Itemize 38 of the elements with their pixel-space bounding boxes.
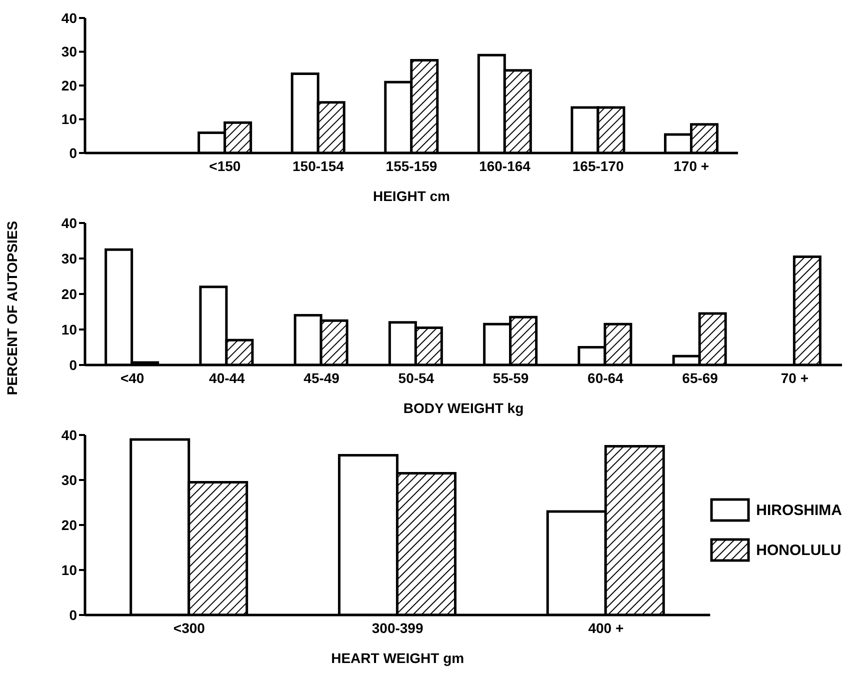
y-tick-label: 40 xyxy=(61,426,78,443)
x-tick-label: 170 + xyxy=(674,158,710,174)
y-tick-label: 10 xyxy=(61,111,78,128)
y-tick-label: 20 xyxy=(61,516,78,533)
x-tick-label: <150 xyxy=(209,158,241,174)
x-axis-title: HEART WEIGHT gm xyxy=(331,650,464,666)
y-axis-title: PERCENT OF AUTOPSIES xyxy=(4,221,20,396)
x-tick-label: 50-54 xyxy=(398,370,434,386)
y-tick-label: 20 xyxy=(61,77,78,94)
y-tick-label: 30 xyxy=(61,250,78,266)
y-tick-label: 40 xyxy=(61,10,78,26)
y-tick-label: 30 xyxy=(61,44,78,60)
x-tick-label: 55-59 xyxy=(492,370,529,386)
x-axis-title: BODY WEIGHT kg xyxy=(403,400,524,416)
y-tick-label: 0 xyxy=(69,606,78,623)
legend-label: HIROSHIMA xyxy=(756,502,842,518)
y-tick-label: 0 xyxy=(69,144,78,161)
x-tick-label: <40 xyxy=(120,370,144,386)
x-tick-label: 70 + xyxy=(780,370,809,386)
y-tick-label: 30 xyxy=(61,472,78,488)
x-tick-label: 400 + xyxy=(588,620,624,636)
y-tick-label: 10 xyxy=(61,562,78,578)
y-tick-label: 10 xyxy=(61,321,78,338)
legend-label: HONOLULU xyxy=(756,542,842,558)
x-axis-title: HEIGHT cm xyxy=(372,188,450,204)
x-tick-label: 300-399 xyxy=(372,620,424,636)
x-tick-label: 160-164 xyxy=(479,158,531,174)
x-tick-label: 40-44 xyxy=(209,370,246,386)
x-tick-label: <300 xyxy=(173,620,206,636)
y-tick-label: 0 xyxy=(69,356,78,373)
x-tick-label: 60-64 xyxy=(588,370,624,386)
x-tick-label: 165-170 xyxy=(572,158,624,174)
x-tick-label: 150-154 xyxy=(292,158,344,174)
x-tick-label: 45-49 xyxy=(304,370,340,386)
x-tick-label: 65-69 xyxy=(682,370,718,386)
x-tick-label: 155-159 xyxy=(386,158,438,174)
y-tick-label: 20 xyxy=(61,286,78,302)
y-tick-label: 40 xyxy=(61,214,78,231)
